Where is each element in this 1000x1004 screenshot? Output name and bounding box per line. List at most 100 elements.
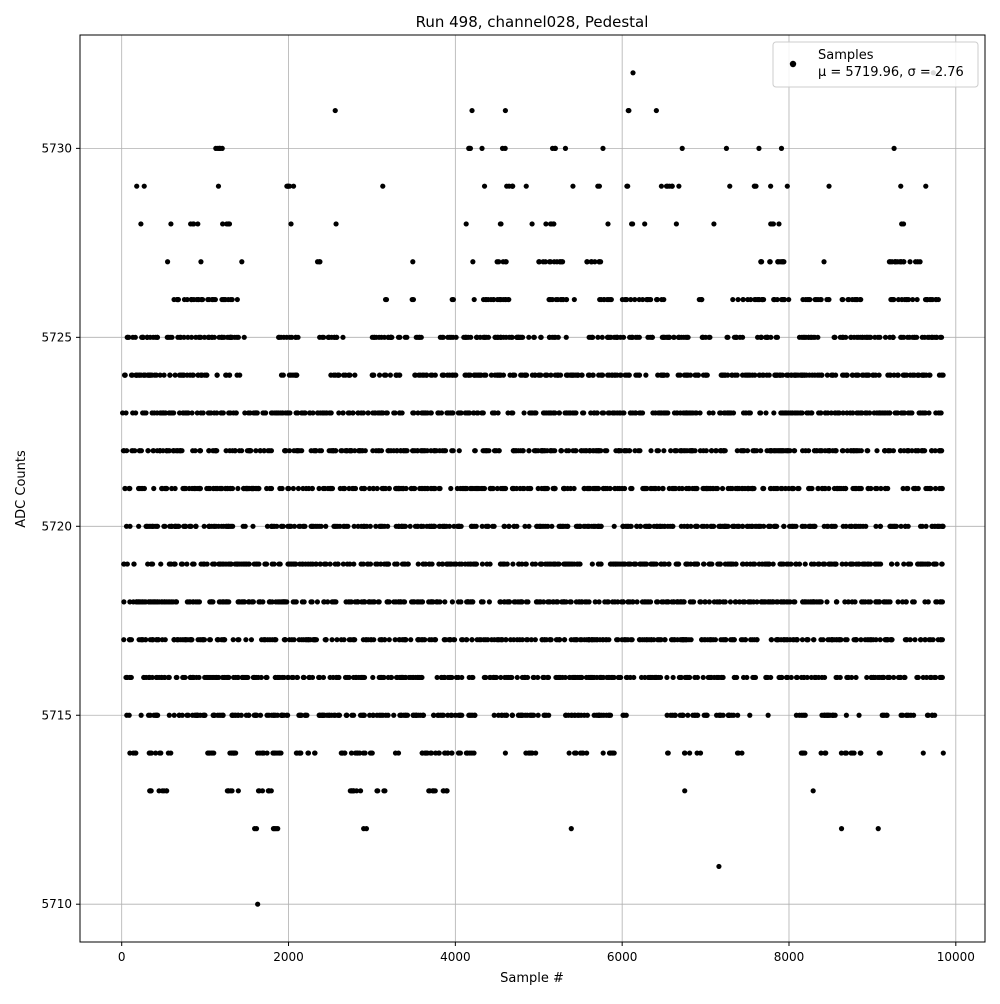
data-point bbox=[304, 712, 310, 718]
data-point bbox=[294, 410, 300, 416]
data-point bbox=[235, 599, 241, 605]
data-point bbox=[504, 599, 510, 605]
data-point bbox=[834, 485, 840, 492]
data-point bbox=[937, 334, 943, 340]
data-point bbox=[316, 674, 322, 681]
data-point bbox=[320, 485, 326, 492]
data-point bbox=[232, 334, 238, 340]
legend: Samples μ = 5719.96, σ = 2.76 bbox=[772, 41, 979, 88]
data-point bbox=[481, 183, 488, 189]
data-point bbox=[847, 523, 853, 529]
data-point bbox=[358, 410, 364, 416]
data-point bbox=[519, 561, 525, 567]
data-point bbox=[673, 561, 679, 567]
data-point bbox=[146, 674, 152, 681]
data-point bbox=[856, 712, 862, 718]
data-point bbox=[164, 259, 171, 265]
data-point bbox=[126, 712, 132, 718]
data-point bbox=[751, 485, 757, 492]
data-point bbox=[306, 674, 312, 681]
data-point bbox=[217, 145, 223, 151]
data-point bbox=[570, 448, 576, 454]
data-point bbox=[770, 599, 776, 605]
data-point bbox=[327, 410, 334, 416]
data-point bbox=[722, 561, 728, 567]
data-point bbox=[889, 523, 896, 529]
data-point bbox=[844, 410, 850, 416]
data-point bbox=[476, 637, 482, 643]
data-point bbox=[812, 674, 818, 681]
data-point bbox=[744, 448, 751, 454]
data-point bbox=[539, 448, 546, 454]
data-point bbox=[591, 523, 597, 529]
data-point bbox=[711, 599, 717, 605]
data-point bbox=[336, 712, 342, 718]
data-point bbox=[683, 485, 690, 492]
data-point bbox=[151, 712, 157, 718]
data-point bbox=[774, 334, 781, 340]
x-tick-label: 8000 bbox=[774, 950, 805, 964]
data-point bbox=[707, 485, 714, 492]
data-point bbox=[292, 599, 298, 605]
data-point bbox=[257, 712, 264, 718]
data-point bbox=[348, 750, 355, 756]
data-point bbox=[676, 334, 683, 340]
data-point bbox=[299, 599, 305, 605]
data-point bbox=[932, 448, 938, 454]
data-point bbox=[278, 334, 284, 340]
data-point bbox=[385, 448, 391, 454]
data-point bbox=[711, 221, 717, 227]
data-point bbox=[632, 561, 638, 567]
data-point bbox=[263, 674, 269, 681]
data-point bbox=[251, 410, 257, 416]
data-point bbox=[758, 448, 764, 454]
data-point bbox=[785, 372, 791, 378]
data-point bbox=[122, 372, 128, 378]
data-point bbox=[157, 372, 163, 378]
data-point bbox=[220, 296, 226, 303]
data-point bbox=[798, 674, 805, 681]
data-point bbox=[469, 750, 475, 756]
data-point bbox=[800, 334, 807, 340]
data-point bbox=[546, 296, 552, 303]
data-point bbox=[595, 448, 601, 454]
data-point bbox=[556, 410, 562, 416]
data-point bbox=[937, 448, 943, 454]
data-point bbox=[687, 410, 693, 416]
data-point bbox=[628, 637, 634, 643]
data-point bbox=[665, 410, 671, 416]
data-point bbox=[525, 599, 531, 605]
data-point bbox=[820, 561, 826, 567]
data-point bbox=[503, 637, 509, 643]
data-point bbox=[344, 712, 350, 718]
data-point bbox=[895, 410, 901, 416]
data-point bbox=[532, 410, 538, 416]
data-point bbox=[504, 183, 510, 189]
data-point bbox=[929, 712, 935, 718]
data-point bbox=[915, 674, 921, 681]
data-point bbox=[672, 712, 678, 718]
data-point bbox=[642, 221, 648, 227]
data-point bbox=[229, 448, 236, 454]
data-point bbox=[126, 637, 133, 643]
data-point bbox=[293, 750, 299, 756]
data-point bbox=[418, 712, 424, 718]
data-point bbox=[765, 712, 771, 718]
data-point bbox=[471, 410, 477, 416]
data-point bbox=[927, 296, 933, 303]
data-point bbox=[698, 599, 704, 605]
data-point bbox=[214, 372, 220, 378]
data-point bbox=[381, 674, 387, 681]
data-point bbox=[518, 372, 524, 378]
data-point bbox=[500, 485, 506, 492]
data-point bbox=[531, 674, 537, 681]
data-point bbox=[626, 561, 632, 567]
data-point bbox=[473, 561, 479, 567]
data-point bbox=[495, 334, 501, 340]
data-point bbox=[586, 372, 592, 378]
data-point bbox=[819, 448, 825, 454]
data-point bbox=[571, 296, 577, 303]
data-point bbox=[141, 372, 147, 378]
data-point bbox=[853, 637, 859, 643]
data-point bbox=[597, 296, 603, 303]
